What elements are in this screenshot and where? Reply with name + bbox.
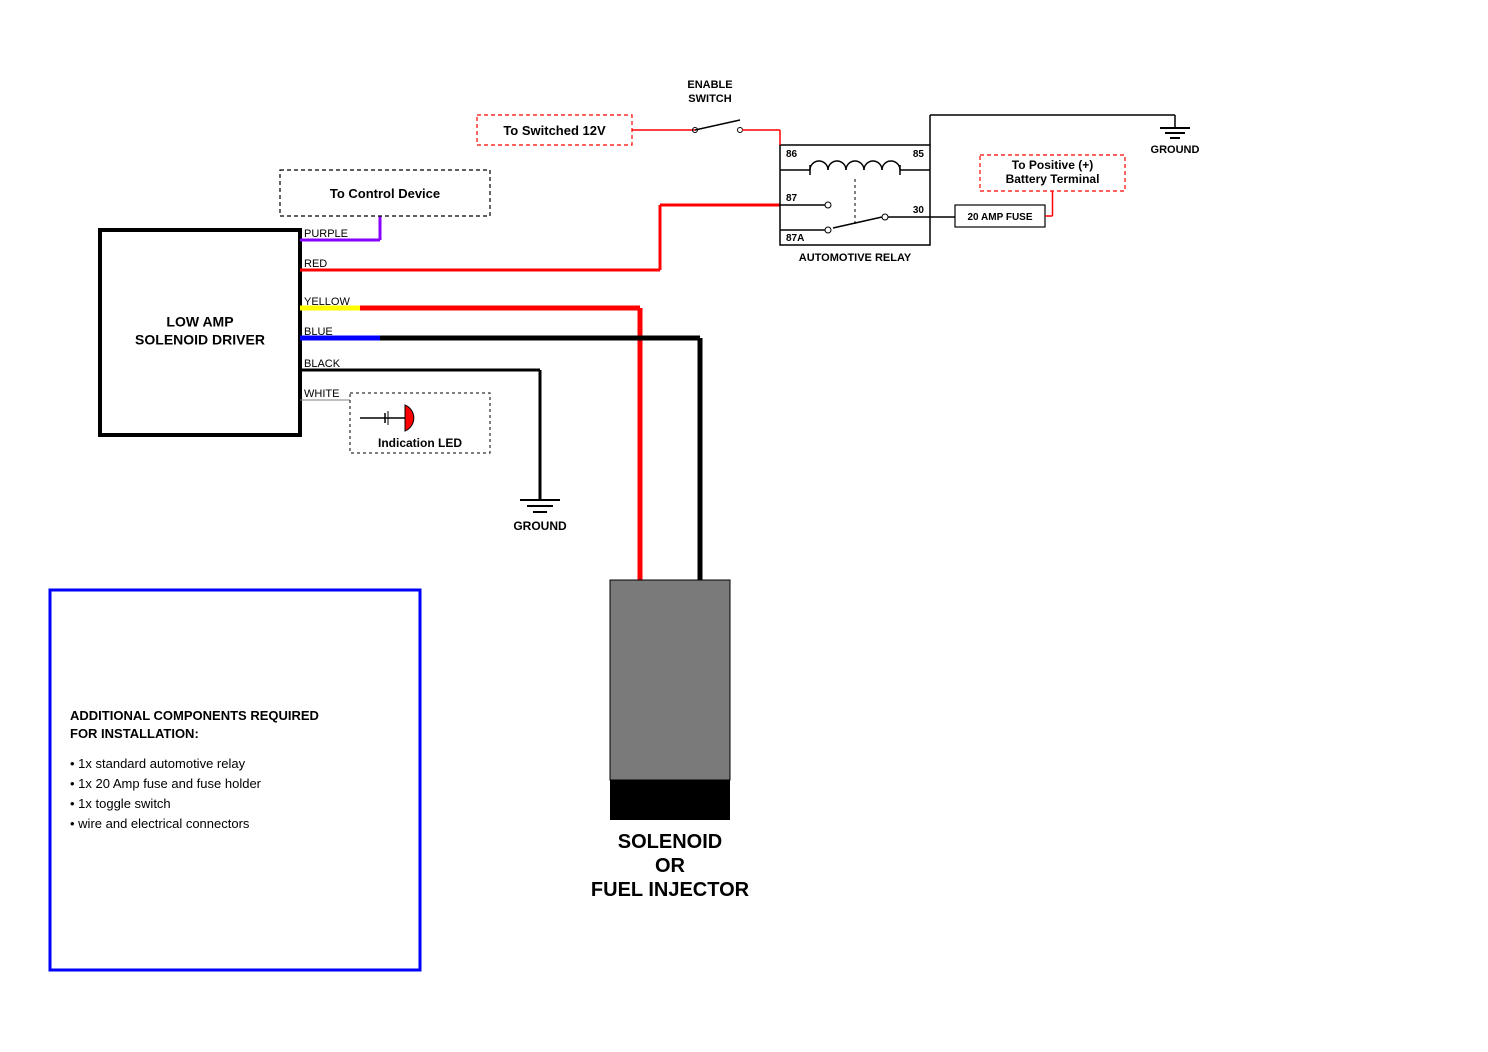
wire-label-red: RED: [304, 258, 327, 270]
relay-pin-87a: 87A: [786, 233, 804, 244]
enable-switch-label-1: ENABLE: [687, 79, 732, 91]
wiring-diagram: LOW AMPSOLENOID DRIVERPURPLEREDYELLOWBLU…: [0, 0, 1488, 1052]
relay-pin-86: 86: [786, 149, 798, 160]
solenoid-body: [610, 580, 730, 780]
ground-bottom-label: GROUND: [513, 519, 567, 533]
battery-label-1: To Positive (+): [1012, 158, 1093, 172]
relay-label: AUTOMOTIVE RELAY: [799, 252, 912, 264]
wire-label-white: WHITE: [304, 388, 339, 400]
battery-label-2: Battery Terminal: [1006, 172, 1100, 186]
relay-pin-30: 30: [913, 205, 925, 216]
components-title-1: ADDITIONAL COMPONENTS REQUIRED: [70, 708, 319, 723]
fuse-label: 20 AMP FUSE: [967, 212, 1032, 223]
components-item-3: • wire and electrical connectors: [70, 816, 250, 831]
wire-label-black: BLACK: [304, 358, 341, 370]
components-item-1: • 1x 20 Amp fuse and fuse holder: [70, 776, 262, 791]
driver-title-2: SOLENOID DRIVER: [135, 332, 265, 348]
relay-pin-85: 85: [913, 149, 925, 160]
ground-top-label: GROUND: [1151, 144, 1200, 156]
solenoid-label-3: FUEL INJECTOR: [591, 879, 750, 901]
control-device-label: To Control Device: [330, 186, 440, 201]
switched-12v-label: To Switched 12V: [503, 123, 606, 138]
wire-label-purple: PURPLE: [304, 228, 348, 240]
enable-switch-label-2: SWITCH: [688, 93, 731, 105]
driver-title-1: LOW AMP: [166, 314, 233, 330]
components-title-2: FOR INSTALLATION:: [70, 726, 199, 741]
led-label: Indication LED: [378, 436, 462, 450]
solenoid-label-2: OR: [655, 855, 686, 877]
components-item-0: • 1x standard automotive relay: [70, 756, 246, 771]
relay-pin-87: 87: [786, 193, 798, 204]
solenoid-base: [610, 780, 730, 820]
components-item-2: • 1x toggle switch: [70, 796, 171, 811]
solenoid-label-1: SOLENOID: [618, 831, 722, 853]
